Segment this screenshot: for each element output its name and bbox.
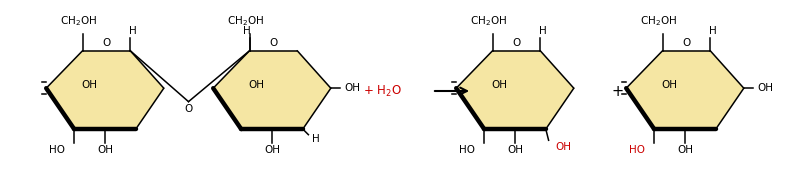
Text: H: H — [243, 26, 251, 36]
Text: H: H — [129, 26, 137, 36]
Text: OH: OH — [82, 80, 98, 90]
Text: O: O — [512, 38, 521, 48]
Text: OH: OH — [677, 145, 693, 155]
Text: +: + — [612, 84, 624, 98]
Text: H: H — [538, 26, 546, 36]
Text: HO: HO — [459, 145, 475, 155]
Text: OH: OH — [491, 80, 507, 90]
Text: OH: OH — [757, 83, 773, 93]
Text: OH: OH — [264, 145, 280, 155]
Text: CH$_2$OH: CH$_2$OH — [60, 15, 97, 29]
Polygon shape — [213, 51, 331, 129]
Text: H: H — [709, 26, 716, 36]
Text: OH: OH — [507, 145, 523, 155]
Text: OH: OH — [248, 80, 264, 90]
Text: HO: HO — [50, 145, 66, 155]
Text: + H$_2$O: + H$_2$O — [362, 84, 402, 99]
Text: OH: OH — [662, 80, 678, 90]
Text: CH$_2$OH: CH$_2$OH — [226, 15, 264, 29]
Text: O: O — [682, 38, 690, 48]
Text: O: O — [102, 38, 110, 48]
Text: OH: OH — [97, 145, 113, 155]
Text: H: H — [312, 134, 320, 144]
Text: OH: OH — [344, 83, 360, 93]
Text: HO: HO — [630, 145, 646, 155]
Text: O: O — [184, 105, 193, 114]
Text: CH$_2$OH: CH$_2$OH — [640, 15, 677, 29]
Text: CH$_2$OH: CH$_2$OH — [470, 15, 506, 29]
Text: OH: OH — [556, 142, 572, 152]
Text: O: O — [270, 38, 278, 48]
Polygon shape — [46, 51, 164, 129]
Polygon shape — [456, 51, 574, 129]
Polygon shape — [626, 51, 744, 129]
